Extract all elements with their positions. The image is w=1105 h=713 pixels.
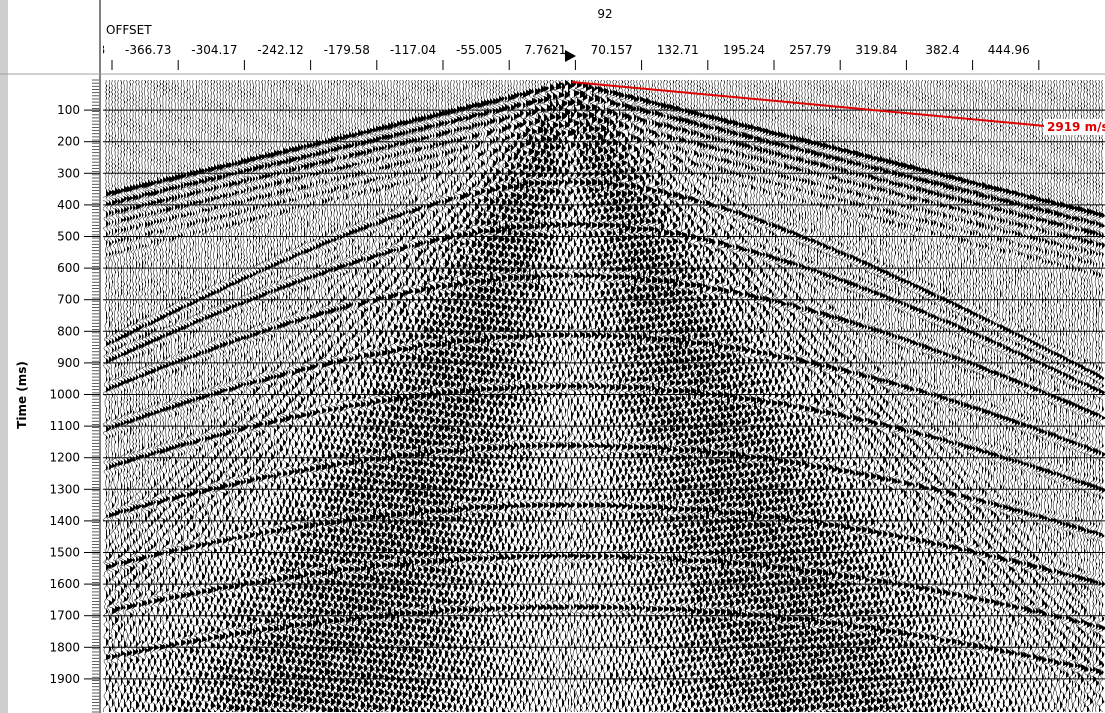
x-tick-label: 195.24: [723, 43, 765, 57]
x-tick-label: 444.96: [988, 43, 1030, 57]
x-tick-label: 70.157: [591, 43, 633, 57]
left-strip: [0, 0, 8, 713]
y-tick-label: 500: [57, 230, 80, 244]
y-tick-label: 300: [57, 166, 80, 180]
y-tick-label: 900: [57, 356, 80, 370]
x-tick-label: 132.71: [657, 43, 699, 57]
y-axis-title: Time (ms): [15, 361, 29, 429]
x-tick-label: -366.73: [125, 43, 171, 57]
velocity-annotation: 2919 m/s: [1047, 120, 1105, 134]
y-tick-label: 1000: [49, 388, 80, 402]
x-tick-label: 319.84: [855, 43, 897, 57]
offset-label: OFFSET: [106, 23, 152, 37]
page: {"header": {"label": "OFFSET", "shot": "…: [0, 0, 1105, 713]
x-tick-label: -242.12: [257, 43, 303, 57]
x-tick-label: 257.79: [789, 43, 831, 57]
x-tick-label: 7.7621: [524, 43, 566, 57]
y-axis: 100 200 300 400 500 600 700 800 900 1000 1100 1200 1…: [49, 80, 100, 712]
y-tick-label: 1500: [49, 546, 80, 560]
x-tick-label: -55.005: [456, 43, 502, 57]
x-tick-label: -117.04: [390, 43, 436, 57]
y-tick-label: 1300: [49, 482, 80, 496]
seismic-viewer: 92 OFFSET -429.28-366.73-304.17-242.12-1…: [0, 0, 1105, 713]
y-tick-label: 1900: [49, 672, 80, 686]
x-tick-label: 382.4: [925, 43, 959, 57]
y-tick-label: 1200: [49, 451, 80, 465]
y-tick-label: 800: [57, 324, 80, 338]
shot-number: 92: [597, 7, 612, 21]
x-tick-label: -304.17: [191, 43, 237, 57]
y-tick-label: 1800: [49, 640, 80, 654]
y-tick-label: 700: [57, 293, 80, 307]
y-tick-label: 1600: [49, 577, 80, 591]
y-tick-label: 1400: [49, 514, 80, 528]
y-tick-label: 400: [57, 198, 80, 212]
y-tick-label: 1700: [49, 609, 80, 623]
y-tick-label: 600: [57, 261, 80, 275]
y-tick-label: 200: [57, 135, 80, 149]
y-tick-label: 1100: [49, 419, 80, 433]
y-tick-label: 100: [57, 103, 80, 117]
x-tick-label: -179.58: [324, 43, 370, 57]
